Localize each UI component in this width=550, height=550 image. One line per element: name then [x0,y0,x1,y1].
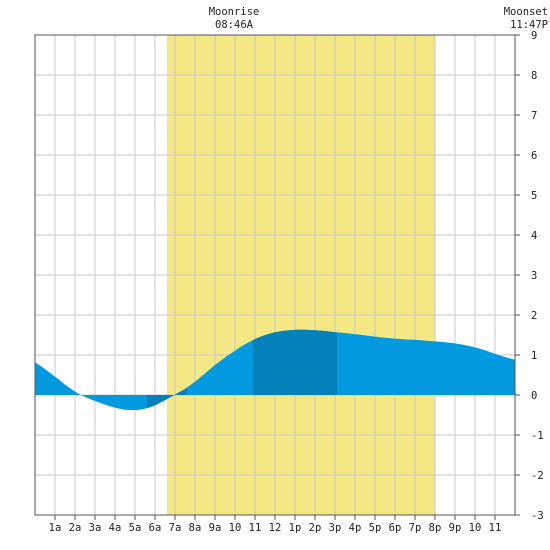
x-tick-label: 4p [349,522,362,534]
x-tick-label: 2p [309,522,322,534]
y-tick-label: 4 [531,230,537,242]
grid-lines [35,35,515,515]
moonset-time: 11:47P [510,19,548,31]
y-tick-label: 6 [531,150,537,162]
y-tick-label: -1 [531,430,544,442]
moonset-label: Moonset [504,6,548,18]
y-tick-label: -2 [531,470,544,482]
x-tick-label: 2a [69,522,82,534]
y-tick-label: 5 [531,190,537,202]
tide-area-highlight [147,387,187,409]
x-tick-label: 3a [89,522,102,534]
x-axis-ticks: 1a 2a 3a 4a 5a 6a 7a 8a 9a 10 11 12 1p 2p 3p 4p 5p 6p 7p 8p… [49,515,502,534]
x-tick-label: 12 [269,522,282,534]
y-tick-label: 3 [531,270,537,282]
y-tick-label: -3 [531,510,544,522]
y-tick-label: 2 [531,310,537,322]
y-tick-label: 0 [531,390,537,402]
y-tick-label: 9 [531,30,537,42]
x-tick-label: 4a [109,522,122,534]
x-tick-label: 9a [209,522,222,534]
x-tick-label: 6a [149,522,162,534]
tide-area-highlight [253,329,337,395]
x-tick-label: 1a [49,522,62,534]
x-tick-label: 6p [389,522,402,534]
y-tick-label: 8 [531,70,537,82]
x-tick-label: 11 [489,522,502,534]
x-tick-label: 1p [289,522,302,534]
x-tick-label: 8a [189,522,202,534]
x-tick-label: 7p [409,522,422,534]
y-axis-ticks: -3 -2 -1 0 1 2 3 4 5 6 7 8 9 [515,30,544,522]
x-tick-label: 3p [329,522,342,534]
y-tick-label: 7 [531,110,537,122]
x-tick-label: 8p [429,522,442,534]
x-tick-label: 5p [369,522,382,534]
x-tick-label: 5a [129,522,142,534]
tide-area [35,329,515,411]
x-tick-label: 11 [249,522,262,534]
x-tick-label: 7a [169,522,182,534]
x-tick-label: 10 [469,522,482,534]
moonrise-label: Moonrise [209,6,260,18]
x-tick-label: 10 [229,522,242,534]
y-tick-label: 1 [531,350,537,362]
x-tick-label: 9p [449,522,462,534]
moonrise-time: 08:46A [215,19,254,31]
